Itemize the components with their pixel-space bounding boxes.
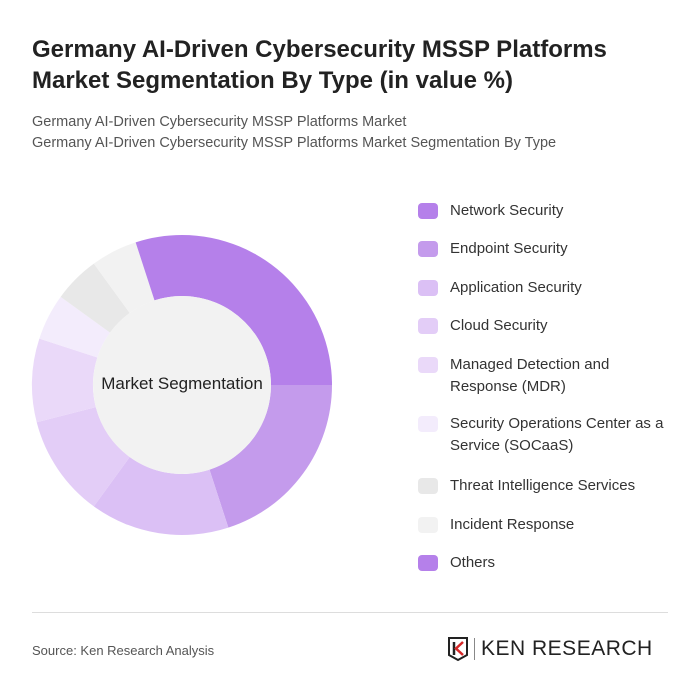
legend-item: Application Security <box>418 277 675 299</box>
legend-label: Application Security <box>450 279 582 296</box>
legend-swatch <box>418 318 438 334</box>
donut-slice-others <box>135 235 182 301</box>
footer-divider <box>32 612 668 613</box>
legend-label: Others <box>450 554 496 571</box>
logo-separator <box>474 638 475 660</box>
legend-swatch <box>418 241 438 257</box>
donut-slice-incident-response <box>93 242 155 313</box>
legend-item: Incident Response <box>418 514 675 536</box>
legend-swatch <box>418 517 438 533</box>
legend-item: Security Operations Center as a Service … <box>418 413 675 457</box>
legend-item: Network Security <box>418 200 675 222</box>
logo-text: KEN RESEARCH <box>481 637 653 660</box>
chart-title: Germany AI-Driven Cybersecurity MSSP Pla… <box>32 36 607 94</box>
donut-slice-threat-intelligence-services <box>60 263 130 333</box>
legend-label: Incident Response <box>450 516 575 533</box>
donut-center-label: Market Segmentation <box>101 374 263 393</box>
legend-swatch <box>418 280 438 296</box>
legend-item: Managed Detection and Response (MDR) <box>418 354 675 398</box>
donut-slice-network-security <box>182 235 332 385</box>
legend-swatch <box>418 203 438 219</box>
donut-slice-security-operations-center-as-a-service-socaas <box>39 296 110 358</box>
legend-item: Endpoint Security <box>418 238 675 260</box>
donut-slice-cloud-security <box>36 407 130 507</box>
legend-label: Managed Detection and Response (MDR) <box>450 356 610 395</box>
legend-label: Endpoint Security <box>450 240 568 257</box>
subtitle-market: Germany AI-Driven Cybersecurity MSSP Pla… <box>32 114 407 130</box>
legend-item: Cloud Security <box>418 315 675 337</box>
legend-label: Cloud Security <box>450 317 548 334</box>
legend-label: Network Security <box>450 202 564 219</box>
ken-research-logo: KEN RESEARCH <box>447 636 653 662</box>
donut-slice-managed-detection-and-response-mdr <box>32 338 98 423</box>
donut-slice-application-security <box>93 457 229 535</box>
legend-label: Security Operations Center as a Service … <box>450 415 664 454</box>
legend-label: Threat Intelligence Services <box>450 477 636 494</box>
donut-chart <box>32 235 332 535</box>
legend-swatch <box>418 555 438 571</box>
legend-item: Threat Intelligence Services <box>418 475 675 497</box>
source-note: Source: Ken Research Analysis <box>32 643 215 658</box>
donut-hole <box>93 296 271 474</box>
ken-research-logo-icon <box>448 637 468 662</box>
legend-swatch <box>418 357 438 373</box>
subtitle-segmentation: Germany AI-Driven Cybersecurity MSSP Pla… <box>32 135 557 151</box>
legend-swatch <box>418 416 438 432</box>
legend-item: Others <box>418 552 675 574</box>
legend-swatch <box>418 478 438 494</box>
donut-slice-endpoint-security <box>209 385 332 528</box>
